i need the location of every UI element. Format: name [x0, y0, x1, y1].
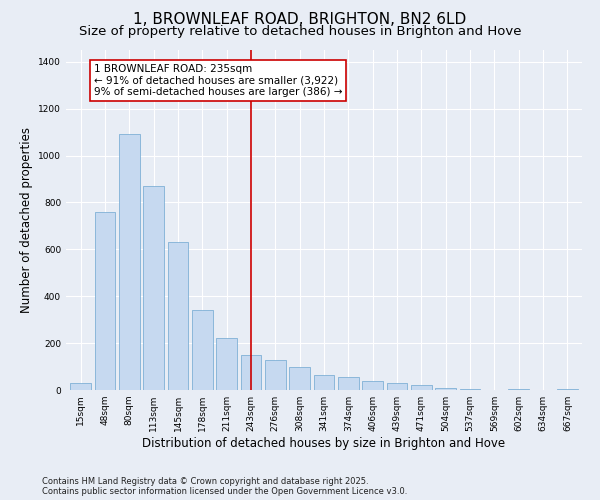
Text: Contains HM Land Registry data © Crown copyright and database right 2025.
Contai: Contains HM Land Registry data © Crown c…: [42, 476, 407, 496]
Bar: [338, 377, 359, 390]
Bar: [241, 355, 262, 390]
X-axis label: Distribution of detached houses by size in Brighton and Hove: Distribution of detached houses by size …: [142, 437, 506, 450]
Bar: [436, 388, 456, 390]
Bar: [265, 360, 286, 390]
Bar: [119, 134, 140, 390]
Text: Size of property relative to detached houses in Brighton and Hove: Size of property relative to detached ho…: [79, 25, 521, 38]
Bar: [143, 186, 164, 390]
Bar: [192, 310, 212, 390]
Text: 1 BROWNLEAF ROAD: 235sqm
← 91% of detached houses are smaller (3,922)
9% of semi: 1 BROWNLEAF ROAD: 235sqm ← 91% of detach…: [94, 64, 343, 98]
Bar: [386, 383, 407, 390]
Y-axis label: Number of detached properties: Number of detached properties: [20, 127, 32, 313]
Text: 1, BROWNLEAF ROAD, BRIGHTON, BN2 6LD: 1, BROWNLEAF ROAD, BRIGHTON, BN2 6LD: [133, 12, 467, 28]
Bar: [167, 242, 188, 390]
Bar: [508, 389, 529, 390]
Bar: [314, 375, 334, 390]
Bar: [411, 386, 432, 390]
Bar: [289, 366, 310, 390]
Bar: [557, 389, 578, 390]
Bar: [460, 389, 481, 390]
Bar: [70, 383, 91, 390]
Bar: [362, 380, 383, 390]
Bar: [216, 338, 237, 390]
Bar: [95, 212, 115, 390]
